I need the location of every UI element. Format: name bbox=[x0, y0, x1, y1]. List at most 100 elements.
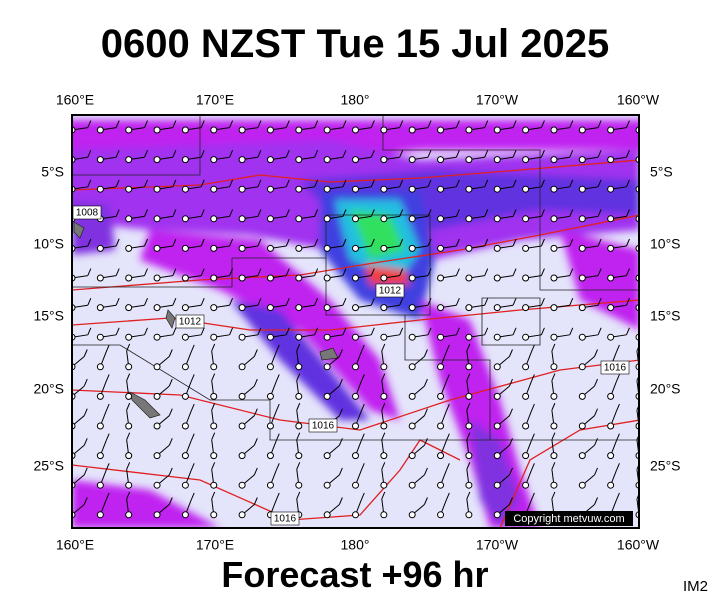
barb-flag bbox=[615, 403, 620, 412]
barb-flag bbox=[257, 298, 262, 306]
barb-flag bbox=[370, 238, 375, 247]
barb-station bbox=[210, 215, 218, 223]
barb-flag bbox=[569, 179, 574, 188]
barb-station bbox=[125, 481, 133, 489]
barb-flag bbox=[597, 209, 602, 217]
barb-flag bbox=[423, 349, 428, 357]
barb-shaft bbox=[638, 188, 639, 190]
barb-station bbox=[437, 215, 445, 223]
barb-station bbox=[266, 304, 274, 312]
barb-station bbox=[408, 274, 416, 282]
barb-flag bbox=[83, 349, 88, 357]
barb-flag bbox=[105, 374, 110, 382]
barb-station bbox=[578, 156, 586, 164]
isobar-label-box bbox=[72, 205, 102, 220]
barb-flag bbox=[87, 238, 92, 247]
barb-station bbox=[352, 156, 359, 164]
barb-flag bbox=[229, 298, 234, 306]
barb-flag bbox=[229, 209, 234, 217]
barb-station bbox=[607, 185, 615, 193]
barb-flag bbox=[342, 268, 347, 276]
barb-station bbox=[493, 244, 501, 252]
barb-station bbox=[578, 215, 586, 223]
barb-station bbox=[323, 392, 331, 400]
barb-flag bbox=[445, 403, 450, 412]
barb-flag bbox=[512, 238, 517, 247]
barb-flag bbox=[615, 463, 620, 471]
barb-flag bbox=[466, 373, 471, 381]
barb-flag bbox=[360, 463, 365, 471]
barb-flag bbox=[211, 462, 216, 470]
barb-flag bbox=[314, 209, 319, 217]
isobar-label: 1008 bbox=[76, 208, 99, 219]
barb-station bbox=[352, 481, 359, 489]
barb-station bbox=[295, 304, 303, 312]
barb-station bbox=[380, 511, 388, 519]
barb-station bbox=[408, 481, 416, 489]
barb-flag bbox=[551, 343, 556, 352]
barb-flag bbox=[200, 179, 205, 188]
barb-flag bbox=[172, 327, 177, 336]
isobar-label: 1016 bbox=[312, 421, 335, 432]
barb-station bbox=[96, 333, 104, 341]
barb-station bbox=[181, 452, 189, 460]
barb-station bbox=[266, 452, 274, 460]
barb-flag bbox=[172, 209, 177, 217]
barb-flag bbox=[87, 298, 92, 306]
barb-station bbox=[266, 244, 274, 252]
lon-label: 160°E bbox=[56, 537, 94, 553]
barb-station bbox=[522, 185, 530, 193]
barb-flag bbox=[597, 268, 602, 276]
barb-station bbox=[295, 422, 303, 430]
barb-flag bbox=[144, 327, 148, 336]
barb-station bbox=[323, 126, 331, 134]
barb-station bbox=[210, 333, 218, 341]
lon-label: 160°W bbox=[617, 537, 660, 553]
barb-station bbox=[380, 481, 388, 489]
barb-station bbox=[522, 244, 530, 252]
barb-flag bbox=[285, 268, 290, 276]
barb-flag bbox=[190, 344, 195, 353]
barb-station bbox=[295, 215, 303, 223]
barb-station bbox=[465, 481, 473, 489]
barb-flag bbox=[190, 463, 195, 471]
barb-station bbox=[125, 304, 133, 312]
barb-station bbox=[210, 304, 218, 312]
barb-flag bbox=[484, 298, 489, 306]
barb-flag bbox=[257, 150, 262, 158]
map-frame bbox=[71, 114, 640, 529]
barb-station bbox=[493, 274, 501, 282]
barb-station bbox=[437, 185, 445, 193]
barb-flag bbox=[381, 402, 386, 411]
barb-flag bbox=[594, 378, 598, 387]
barb-flag bbox=[168, 467, 173, 476]
barb-flag bbox=[399, 150, 404, 158]
barb-station bbox=[181, 244, 189, 252]
barb-flag bbox=[253, 408, 258, 416]
barb-station bbox=[295, 481, 303, 489]
barb-station bbox=[153, 304, 161, 312]
barb-flag bbox=[423, 438, 428, 446]
barb-station bbox=[578, 274, 586, 282]
barb-flag bbox=[275, 403, 280, 412]
barb-station bbox=[550, 333, 558, 341]
barb-flag bbox=[626, 179, 630, 188]
barb-flag bbox=[275, 344, 280, 353]
barb-station bbox=[238, 274, 246, 282]
barb-flag bbox=[569, 150, 574, 158]
barb-station bbox=[266, 126, 274, 134]
barb-flag bbox=[257, 268, 262, 276]
barb-flag bbox=[338, 408, 343, 416]
barb-station bbox=[408, 156, 416, 164]
barb-station bbox=[493, 422, 501, 430]
barb-station bbox=[380, 185, 388, 193]
barb-station bbox=[238, 422, 246, 430]
barb-station bbox=[607, 333, 615, 341]
barb-flag bbox=[399, 327, 404, 336]
precipitation bbox=[72, 115, 639, 528]
barb-station bbox=[210, 511, 218, 519]
barb-flag bbox=[540, 179, 545, 188]
barb-flag bbox=[285, 179, 290, 188]
barb-station bbox=[125, 363, 133, 371]
barb-flag bbox=[87, 120, 92, 128]
